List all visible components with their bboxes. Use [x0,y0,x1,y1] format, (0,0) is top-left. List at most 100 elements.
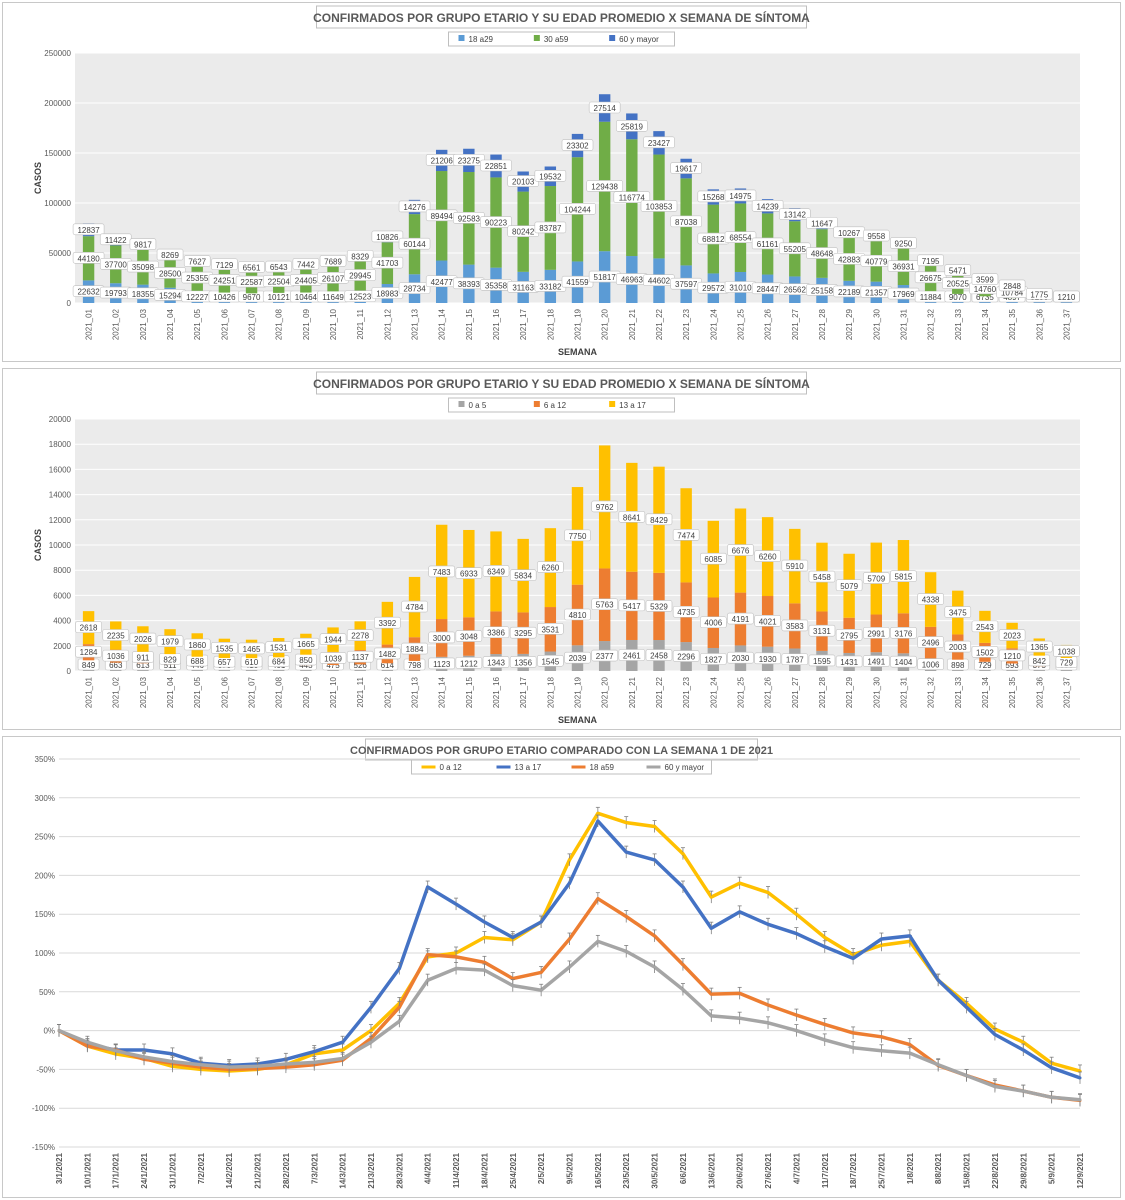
x-tick-label: 2021_05 [193,676,202,708]
x-tick-label: 2021_34 [981,676,990,708]
data-label: 1860 [188,641,206,650]
data-label: 3475 [949,609,967,618]
data-label-box [346,650,374,663]
data-label-box [835,629,863,641]
legend-label: 6 a 12 [544,401,567,410]
data-label-box [862,655,890,667]
data-label-box [564,608,591,621]
x-tick-label: 11/4/2021 [452,1152,461,1188]
data-point [312,1060,316,1064]
data-label: 28500 [159,269,182,278]
data-label: 1979 [161,638,179,647]
x-tick-label: 2021_27 [791,676,800,708]
data-label: 5763 [596,601,614,610]
data-label-box [890,655,917,668]
x-axis-label: SEMANA [558,715,598,725]
y-tick-label: 16000 [49,465,72,474]
data-label: 46963 [621,276,644,285]
x-tick-label: 14/2/2021 [225,1152,234,1188]
data-label-box [754,615,781,627]
x-tick-label: 2021_01 [85,308,94,340]
data-point [596,897,600,901]
data-label: 849 [82,661,96,670]
data-label: 14760 [974,285,997,294]
data-point [568,965,571,969]
y-tick-label: 18000 [49,440,72,449]
data-label-box [346,629,374,641]
x-tick-label: 2021_32 [927,308,936,340]
data-label: 9558 [867,232,885,241]
data-label: 60144 [403,240,426,249]
y-tick-label: 0% [43,1027,55,1036]
data-label: 10121 [268,293,291,302]
data-label-box [75,645,102,658]
y-tick-label: 100% [35,949,55,958]
y-tick-label: 50000 [49,249,72,258]
data-label-box [808,570,836,583]
data-label: 798 [408,661,422,670]
data-point [482,920,486,924]
data-label: 2461 [623,651,641,660]
data-label: 2377 [596,652,614,661]
data-point [908,1051,912,1055]
data-label: 7483 [433,568,451,577]
data-label: 12227 [186,293,209,302]
data-label-box [238,642,265,655]
data-label-box [1025,288,1053,300]
data-label: 3392 [378,619,396,628]
data-label-box [455,630,483,642]
data-point [369,1029,373,1033]
data-label: 2235 [107,632,125,641]
data-label: 850 [299,656,313,665]
data-point [312,1050,316,1054]
data-label: 7129 [215,261,233,270]
data-point [993,1032,997,1036]
data-label: 4006 [704,619,722,628]
data-label: 1137 [352,653,370,662]
data-point [823,1038,827,1042]
data-label-box [862,229,890,242]
data-label: 51817 [594,273,617,282]
y-tick-label: -150% [32,1143,55,1152]
data-point [426,953,430,957]
data-label-box [643,136,675,149]
data-label: 3583 [786,622,804,631]
data-label: 10464 [295,293,318,302]
legend-box [448,31,675,47]
x-tick-label: 2021_16 [492,676,501,708]
data-label: 2023 [1003,632,1021,641]
data-label: 3386 [487,629,505,638]
data-point [539,970,543,974]
data-point [794,1013,798,1017]
x-tick-label: 7/3/2021 [310,1152,319,1184]
data-label: 20103 [512,178,535,187]
data-label: 8429 [650,516,668,525]
legend-label: 30 a59 [544,35,569,44]
data-label-box [806,247,838,259]
legend-marker [609,35,616,41]
data-label: 5329 [650,602,668,611]
x-tick-label: 2021_26 [764,676,773,708]
data-label-box [482,565,510,577]
x-tick-label: 2021_15 [465,308,474,340]
data-label-box [72,223,105,236]
x-axis-label: SEMANA [558,347,598,357]
data-label: 2039 [569,654,587,663]
data-point [57,1029,61,1033]
data-label-box [751,199,784,212]
x-tick-label: 12/9/2021 [1076,1152,1085,1188]
data-point [568,937,571,941]
data-point [170,1060,174,1064]
y-tick-label: 0 [67,667,72,676]
x-tick-label: 2021_10 [329,308,338,340]
data-label: 8641 [623,513,641,522]
data-point [426,978,430,982]
legend-box [448,397,675,413]
data-label: 31163 [512,283,534,292]
data-label-box [1025,640,1053,653]
x-tick-label: 2021_23 [682,676,691,708]
data-label: 6933 [460,570,478,579]
data-label-box [319,652,347,664]
data-label: 1884 [406,645,424,654]
legend-marker [609,401,616,407]
